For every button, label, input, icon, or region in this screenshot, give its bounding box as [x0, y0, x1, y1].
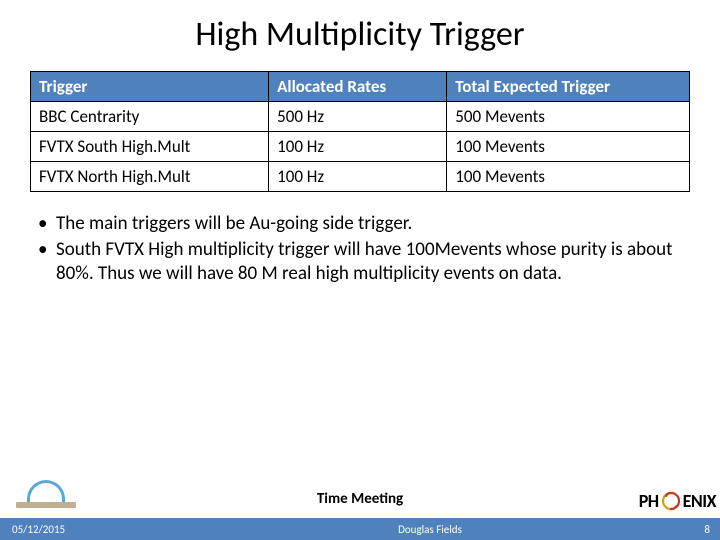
cell-rate: 100 Hz [269, 162, 447, 192]
footer-page-number: 8 [680, 523, 720, 536]
col-total-expected: Total Expected Trigger [447, 72, 690, 102]
col-trigger: Trigger [31, 72, 269, 102]
footer-date: 05/12/2015 [0, 523, 180, 536]
trigger-table: Trigger Allocated Rates Total Expected T… [30, 71, 690, 192]
cell-total: 100 Mevents [447, 162, 690, 192]
cell-total: 500 Mevents [447, 102, 690, 132]
slide: High Multiplicity Trigger Trigger Alloca… [0, 0, 720, 540]
cell-trigger: FVTX North High.Mult [31, 162, 269, 192]
cell-rate: 100 Hz [269, 132, 447, 162]
cell-total: 100 Mevents [447, 132, 690, 162]
bullet-item: South FVTX High multiplicity trigger wil… [38, 238, 682, 286]
table-header-row: Trigger Allocated Rates Total Expected T… [31, 72, 690, 102]
table-row: FVTX North High.Mult 100 Hz 100 Mevents [31, 162, 690, 192]
cell-trigger: FVTX South High.Mult [31, 132, 269, 162]
cell-rate: 500 Hz [269, 102, 447, 132]
slide-title: High Multiplicity Trigger [0, 14, 720, 55]
footer-bar: 05/12/2015 Douglas Fields 8 [0, 518, 720, 540]
table-row: BBC Centrarity 500 Hz 500 Mevents [31, 102, 690, 132]
footer-meeting: Time Meeting [0, 490, 720, 508]
cell-trigger: BBC Centrarity [31, 102, 269, 132]
table-row: FVTX South High.Mult 100 Hz 100 Mevents [31, 132, 690, 162]
bullet-item: The main triggers will be Au-going side … [38, 212, 682, 236]
footer-author: Douglas Fields [180, 523, 680, 536]
bullet-list: The main triggers will be Au-going side … [0, 192, 720, 287]
trigger-table-wrap: Trigger Allocated Rates Total Expected T… [0, 71, 720, 192]
col-allocated-rates: Allocated Rates [269, 72, 447, 102]
